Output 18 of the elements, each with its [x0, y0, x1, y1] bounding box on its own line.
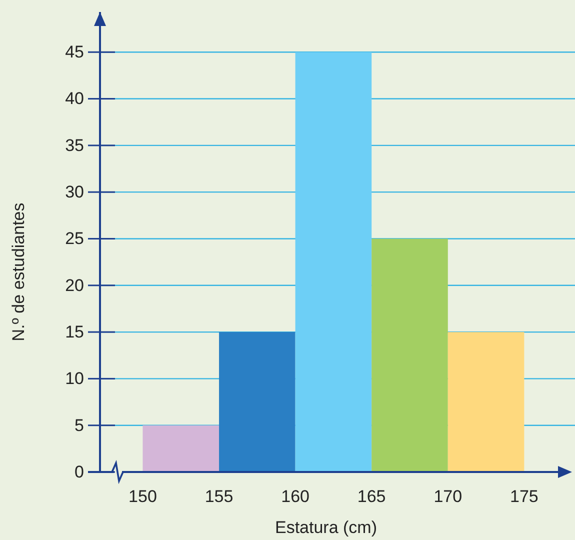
y-tick-label: 15: [65, 322, 84, 342]
y-tick-label: 0: [74, 462, 84, 482]
y-tick-label: 5: [74, 416, 84, 435]
y-tick-label: 30: [65, 182, 84, 202]
x-tick-label: 170: [434, 487, 462, 506]
x-tick-label: 150: [128, 487, 157, 506]
x-tick-label: 160: [281, 487, 310, 506]
y-tick-label: 25: [65, 229, 84, 248]
y-tick-label: 35: [65, 136, 84, 155]
x-axis-title: Estatura (cm): [274, 518, 378, 537]
x-tick-label: 165: [357, 487, 386, 506]
y-tick-label: 10: [65, 369, 84, 388]
x-tick-label: 175: [510, 487, 538, 506]
y-tick-label: 40: [65, 89, 84, 108]
x-tick-label: 155: [204, 487, 234, 506]
y-tick-label: 20: [65, 276, 84, 295]
y-axis-title: N.º de estudiantes: [9, 202, 28, 342]
y-tick-label: 45: [65, 42, 84, 62]
